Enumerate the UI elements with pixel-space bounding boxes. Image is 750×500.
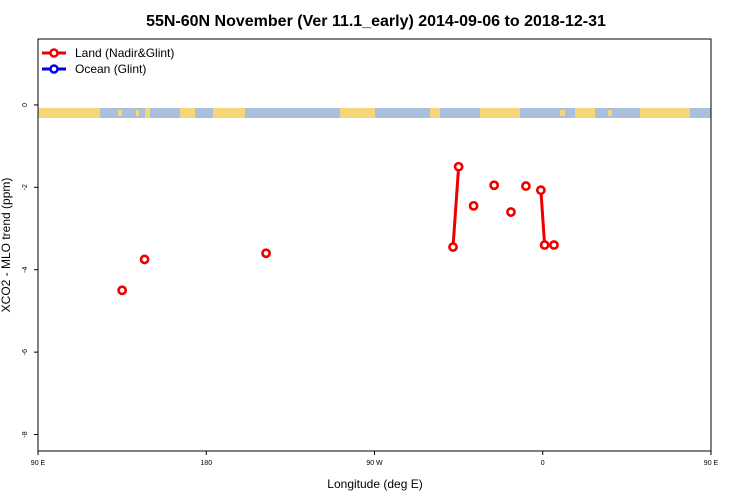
legend-swatch-marker bbox=[49, 48, 59, 58]
plot-frame bbox=[37, 38, 712, 452]
data-point bbox=[535, 185, 546, 196]
x-tick-label: 90 W bbox=[366, 460, 383, 467]
map-land-fragment bbox=[136, 110, 139, 116]
y-tick-label: 0 bbox=[22, 103, 29, 107]
map-ocean-patch bbox=[150, 108, 180, 118]
world-map-strip bbox=[38, 108, 711, 118]
y-axis-label: XCO2 - MLO trend (ppm) bbox=[0, 178, 13, 313]
map-land-fragment bbox=[118, 110, 122, 116]
map-ocean-patch bbox=[690, 108, 711, 118]
map-land-fragment bbox=[560, 110, 565, 116]
data-point bbox=[549, 240, 559, 250]
legend-label-ocean: Ocean (Glint) bbox=[75, 62, 146, 76]
data-point bbox=[521, 181, 531, 191]
series-segment bbox=[539, 190, 547, 246]
data-point bbox=[453, 161, 464, 172]
y-tick-label: -8 bbox=[22, 431, 29, 437]
map-land-band bbox=[38, 108, 711, 118]
x-tick-label: 180 bbox=[200, 460, 212, 467]
y-tick-label: -4 bbox=[22, 267, 29, 273]
map-land-fragment bbox=[650, 110, 656, 116]
map-ocean-patch bbox=[245, 108, 340, 118]
map-ocean-patch bbox=[440, 108, 480, 118]
data-points bbox=[117, 161, 559, 296]
data-point bbox=[489, 180, 500, 191]
legend-label-land: Land (Nadir&Glint) bbox=[75, 46, 174, 60]
y-tick-label: -6 bbox=[22, 349, 29, 355]
x-tick-label: 90 E bbox=[704, 460, 719, 467]
legend-item-land: Land (Nadir&Glint) bbox=[42, 46, 174, 60]
series-lines bbox=[451, 166, 547, 248]
x-tick-label: 90 E bbox=[31, 460, 46, 467]
y-tick-label: -2 bbox=[22, 184, 29, 190]
data-point bbox=[468, 200, 479, 211]
legend-swatch-marker bbox=[49, 64, 59, 74]
map-land-fragment bbox=[608, 110, 612, 116]
x-tick-label: 0 bbox=[541, 460, 545, 467]
legend-item-ocean: Ocean (Glint) bbox=[42, 62, 146, 76]
data-point bbox=[448, 242, 458, 252]
chart-title: 55N-60N November (Ver 11.1_early) 2014-0… bbox=[146, 13, 606, 30]
map-ocean-patch bbox=[100, 108, 145, 118]
map-ocean-patch bbox=[375, 108, 430, 118]
map-ocean-patch bbox=[195, 108, 213, 118]
map-ocean-patch bbox=[595, 108, 640, 118]
data-point bbox=[139, 254, 150, 265]
x-axis-label: Longitude (deg E) bbox=[327, 477, 422, 491]
data-point bbox=[506, 207, 516, 217]
data-point bbox=[117, 285, 128, 296]
y-axis: 0 -2 -4 -6 -8 bbox=[22, 103, 38, 438]
series-segment bbox=[451, 166, 461, 248]
x-axis: 90 E 180 90 W 0 90 E bbox=[31, 451, 719, 467]
data-point bbox=[261, 248, 271, 259]
legend: Land (Nadir&Glint) Ocean (Glint) bbox=[42, 46, 174, 76]
data-point bbox=[539, 240, 550, 250]
map-ocean-patch bbox=[520, 108, 575, 118]
